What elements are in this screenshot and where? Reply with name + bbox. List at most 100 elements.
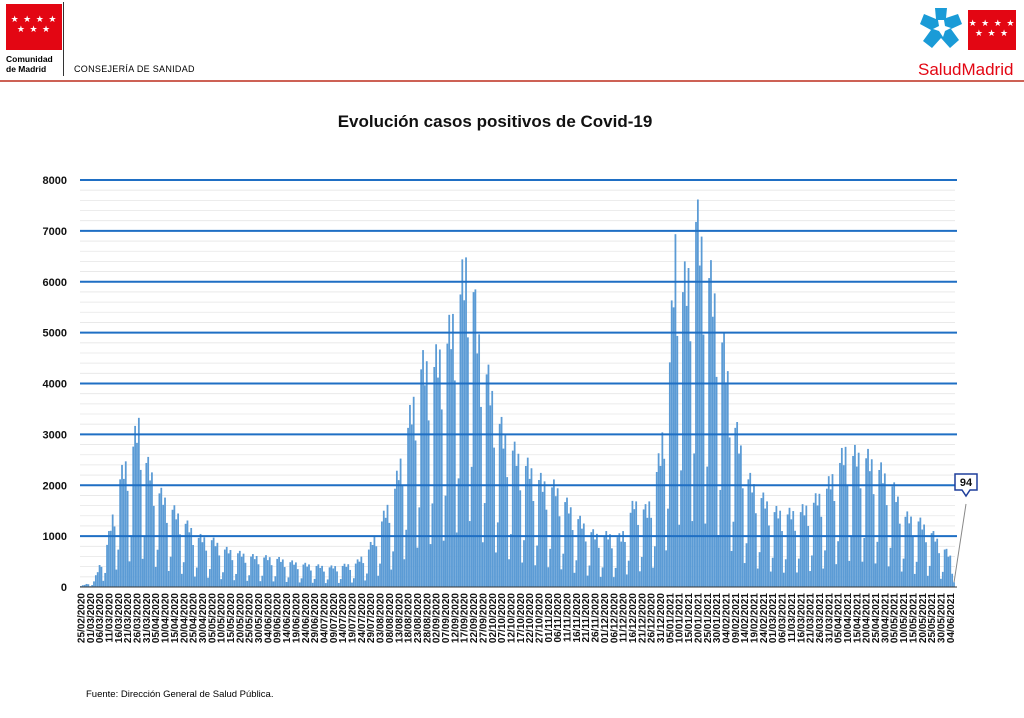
bar [803, 515, 806, 587]
y-tick-label: 8000 [43, 175, 67, 187]
bar [326, 579, 329, 587]
bar [414, 440, 417, 587]
x-tick-label: 05/05/2021 [890, 593, 901, 643]
bar [951, 573, 954, 587]
x-tick-label: 16/03/2020 [114, 593, 125, 643]
bar [332, 568, 335, 587]
bar [739, 445, 742, 587]
bar [584, 541, 587, 587]
bar [816, 505, 819, 587]
bar [152, 505, 155, 587]
bar [809, 571, 811, 587]
bar [913, 573, 916, 587]
bar [710, 260, 712, 587]
bar [521, 562, 524, 587]
bar [934, 541, 937, 587]
bar [528, 478, 531, 587]
bar [425, 361, 428, 587]
bar [354, 563, 357, 587]
bar [895, 502, 897, 587]
x-tick-label: 15/01/2021 [684, 593, 695, 643]
bar [745, 543, 748, 587]
bar [177, 513, 179, 587]
bar [657, 453, 660, 587]
x-tick-label: 15/05/2020 [226, 593, 237, 643]
bar [702, 334, 705, 587]
bar [467, 337, 469, 587]
bar [928, 565, 931, 587]
bar [887, 566, 890, 587]
bar [655, 471, 658, 587]
bar [794, 530, 796, 587]
bar [395, 470, 398, 587]
bar [796, 572, 798, 587]
bar [624, 541, 626, 587]
x-tick-label: 10/05/2020 [217, 593, 228, 643]
salud-cross-icon [920, 8, 962, 48]
bar [790, 519, 793, 587]
x-tick-label: 25/04/2020 [189, 593, 200, 643]
x-tick-label: 18/08/2020 [404, 593, 415, 643]
bar [560, 569, 563, 587]
bar [250, 556, 252, 587]
bar [953, 582, 955, 587]
bar [261, 575, 264, 587]
bar [792, 511, 795, 587]
bar [822, 568, 825, 587]
bar [111, 514, 114, 587]
bar [132, 446, 135, 587]
bar [328, 567, 331, 587]
y-tick-label: 3000 [43, 429, 67, 441]
bar [878, 469, 881, 587]
bar [596, 533, 598, 587]
x-tick-label: 24/07/2020 [357, 593, 368, 643]
bar [736, 422, 739, 587]
bar [109, 530, 112, 587]
bar [696, 199, 699, 587]
bar [171, 509, 174, 587]
chart-title: Evolución casos positivos de Covid-19 [337, 112, 653, 131]
bar [100, 566, 103, 587]
x-tick-label: 04/06/2021 [946, 593, 957, 643]
bar [805, 505, 808, 587]
bar [270, 565, 273, 587]
x-tick-label: 15/04/2020 [170, 593, 181, 643]
bar [556, 488, 559, 587]
bar [536, 545, 538, 587]
x-tick-label: 02/09/2020 [432, 593, 443, 643]
bar [723, 332, 725, 587]
bar [216, 542, 219, 587]
bar [566, 497, 568, 587]
x-tick-label: 06/11/2020 [553, 593, 564, 643]
bar [814, 493, 817, 587]
bar [483, 503, 486, 587]
bar [130, 535, 133, 587]
x-tick-label: 25/01/2021 [703, 593, 714, 643]
bar [321, 565, 323, 587]
bar [941, 571, 944, 587]
bar [812, 502, 815, 587]
bar [438, 349, 441, 587]
x-tick-label: 20/05/2021 [918, 593, 929, 643]
bar [371, 544, 374, 587]
x-tick-label: 13/08/2020 [394, 593, 405, 643]
bar [900, 571, 903, 587]
bar [592, 529, 595, 587]
y-tick-label: 6000 [43, 277, 67, 289]
bar [244, 562, 247, 587]
bar [827, 476, 830, 587]
x-tick-label: 26/03/2021 [815, 593, 826, 643]
bar [205, 550, 208, 587]
bar [921, 529, 924, 587]
x-tick-label: 10/01/2021 [675, 593, 686, 643]
bar [364, 580, 366, 587]
x-tick-label: 01/11/2020 [544, 593, 555, 643]
x-tick-label: 21/03/2020 [123, 593, 134, 643]
x-tick-label: 09/07/2020 [329, 593, 340, 643]
x-tick-label: 30/04/2020 [198, 593, 209, 643]
bar [754, 513, 757, 587]
x-tick-label: 16/11/2020 [572, 593, 583, 643]
bar [203, 537, 206, 587]
bar [356, 559, 359, 587]
bar [175, 519, 178, 587]
